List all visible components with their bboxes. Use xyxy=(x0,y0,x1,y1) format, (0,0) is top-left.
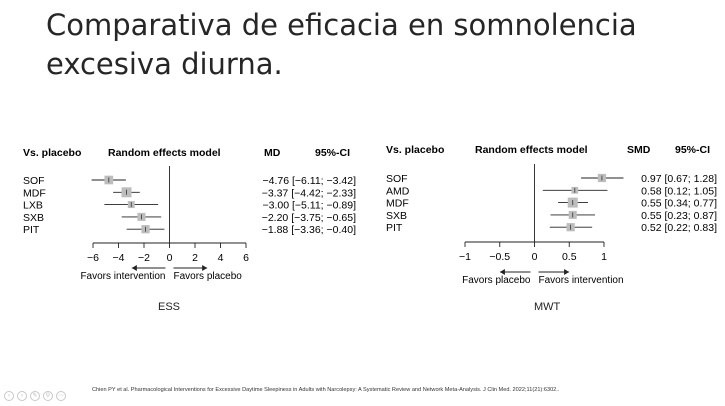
mwt-caption: MWT xyxy=(534,301,561,313)
ess-favors-right: Favors placebo xyxy=(174,271,243,282)
mwt-ci-text: 0.55 [0.34; 0.77] xyxy=(641,198,717,210)
mwt-header-effect: SMD xyxy=(627,144,651,156)
back-icon[interactable]: ‹ xyxy=(4,391,14,401)
player-controls: ‹ › ✎ ⚲ ⋯ xyxy=(4,384,69,402)
ess-ci-text: −2.20 [−3.75; −0.65] xyxy=(262,212,356,224)
ess-tick-label: 4 xyxy=(218,252,224,264)
ess-ci-text: −3.00 [−5.11; −0.89] xyxy=(262,200,356,212)
ess-tick-label: 6 xyxy=(243,252,249,264)
slide-title: Comparativa de eficacia en somnolencia e… xyxy=(46,6,706,84)
ess-ci-text: −1.88 [−3.36; −0.40] xyxy=(262,224,356,236)
mwt-header-ci: 95%-CI xyxy=(675,144,710,156)
ess-favors-left: Favors intervention xyxy=(80,271,165,282)
mwt-tick-label: 1 xyxy=(601,251,607,263)
mwt-favors-right-arrowhead xyxy=(564,269,570,275)
mwt-row-label: SOF xyxy=(386,173,408,185)
ess-header-effect: MD xyxy=(264,147,281,159)
pen-icon[interactable]: ✎ xyxy=(30,391,40,401)
mwt-favors-right: Favors intervention xyxy=(539,275,624,286)
ess-ci-text: −3.37 [−4.42; −2.33] xyxy=(262,187,356,199)
mwt-row-label: PIT xyxy=(386,222,403,234)
ess-tick-label: −2 xyxy=(138,252,150,264)
mwt-favors-left-arrowhead xyxy=(499,269,505,275)
ess-header-model: Random effects model xyxy=(108,147,221,159)
ess-row-label: SXB xyxy=(23,212,44,224)
mwt-row-label: AMD xyxy=(386,185,410,197)
ess-row-label: MDF xyxy=(23,187,46,199)
slide-title-line-2: excesiva diurna. xyxy=(46,47,283,81)
ess-tick-label: 2 xyxy=(192,252,198,264)
mwt-row-label: MDF xyxy=(386,198,409,210)
forward-icon[interactable]: › xyxy=(17,391,27,401)
mwt-ci-text: 0.97 [0.67; 1.28] xyxy=(641,173,717,185)
mwt-header-vs: Vs. placebo xyxy=(386,144,444,156)
mwt-ci-text: 0.58 [0.12; 1.05] xyxy=(641,185,717,197)
ess-header-ci: 95%-CI xyxy=(315,147,350,159)
ess-tick-label: −4 xyxy=(113,252,125,264)
ess-row-label: LXB xyxy=(23,200,43,212)
mwt-ci-text: 0.55 [0.23; 0.87] xyxy=(641,210,717,222)
menu-icon[interactable]: ⋯ xyxy=(56,391,66,401)
mwt-tick-label: −0.5 xyxy=(489,251,510,263)
mwt-tick-label: 0.5 xyxy=(562,251,577,263)
mwt-row-label: SXB xyxy=(386,210,407,222)
ess-ci-text: −4.76 [−6.11; −3.42] xyxy=(262,175,356,187)
zoom-icon[interactable]: ⚲ xyxy=(43,391,53,401)
ess-tick-label: 0 xyxy=(167,252,173,264)
ess-favors-left-arrowhead xyxy=(131,265,137,271)
ess-caption: ESS xyxy=(158,301,181,313)
ess-row-label: PIT xyxy=(23,224,40,236)
mwt-favors-left: Favors placebo xyxy=(462,275,531,286)
slide-title-line-1: Comparativa de eficacia en somnolencia xyxy=(46,8,637,42)
citation: Chien PY et al. Pharmacological Interven… xyxy=(92,387,560,393)
ess-tick-label: −6 xyxy=(87,252,99,264)
mwt-ci-text: 0.52 [0.22; 0.83] xyxy=(641,222,717,234)
ess-header-vs: Vs. placebo xyxy=(23,147,81,159)
mwt-tick-label: −1 xyxy=(459,251,471,263)
ess-favors-right-arrowhead xyxy=(202,265,208,271)
ess-row-label: SOF xyxy=(23,175,45,187)
mwt-header-model: Random effects model xyxy=(475,144,588,156)
mwt-tick-label: 0 xyxy=(532,251,538,263)
